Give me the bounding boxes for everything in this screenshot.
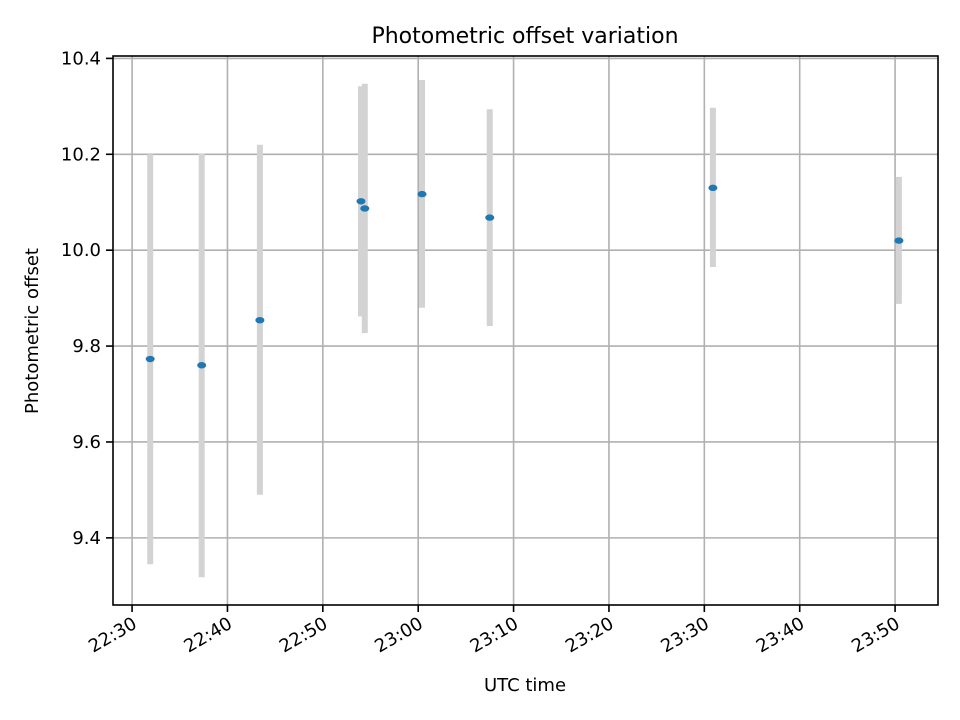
- data-point: [145, 355, 155, 363]
- x-axis-label: UTC time: [484, 675, 566, 696]
- x-tick-label: 22:30: [85, 613, 140, 657]
- y-tick-label: 9.6: [72, 432, 101, 453]
- data-point: [485, 214, 495, 221]
- data-point: [356, 198, 366, 205]
- data-point: [708, 184, 718, 192]
- x-tick-label: 23:10: [467, 613, 522, 657]
- y-tick-label: 9.8: [72, 336, 101, 357]
- x-tick-label: 23:30: [657, 613, 712, 657]
- point-layer: [145, 184, 904, 369]
- x-tick-label: 23:00: [371, 613, 426, 657]
- y-tick-label: 10.4: [61, 48, 101, 69]
- grid-layer: [113, 56, 938, 605]
- data-point: [197, 362, 207, 369]
- x-tick-label: 23:40: [753, 613, 808, 657]
- tick-layer: 22:30 22:40 22:50 23:00 23:10 23:20 23:30 23:40…: [61, 48, 904, 657]
- x-tick-label: 22:40: [181, 613, 236, 657]
- plot-frame: [112, 55, 939, 606]
- y-tick-label: 10.2: [61, 144, 101, 165]
- data-point: [360, 205, 370, 212]
- data-point: [417, 190, 427, 198]
- y-tick-label: 10.0: [61, 240, 101, 261]
- y-tick-label: 9.4: [72, 528, 101, 549]
- data-point: [894, 237, 904, 244]
- x-tick-label: 23:20: [562, 613, 617, 657]
- x-tick-label: 23:50: [848, 613, 903, 657]
- y-axis-label: Photometric offset: [22, 248, 43, 414]
- chart-title: Photometric offset variation: [371, 24, 678, 49]
- data-point: [255, 316, 265, 324]
- x-tick-label: 22:50: [276, 613, 331, 657]
